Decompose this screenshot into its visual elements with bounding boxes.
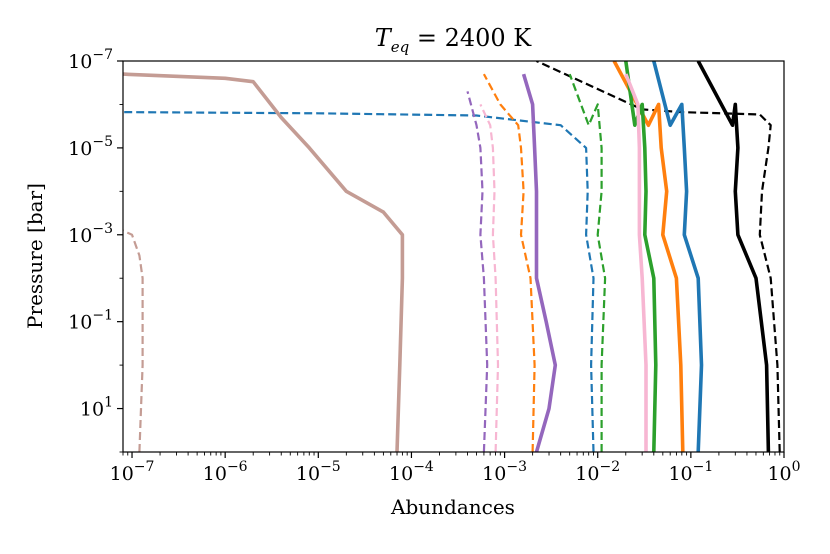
series-line-2	[652, 61, 704, 452]
y-tick-label-4: 101	[80, 395, 113, 421]
chart-title: Teq = 2400 K	[375, 24, 533, 56]
series-line-7	[568, 73, 607, 452]
y-axis: 10−7 10−5 10−3 10−1 101	[68, 47, 123, 453]
x-tick-label-1: 10−6	[203, 459, 248, 485]
y-tick-label-1: 10−5	[68, 134, 113, 160]
y-tick-label-3: 10−1	[68, 308, 113, 334]
y-tick-label-2: 10−3	[68, 221, 113, 247]
series-line-4	[612, 61, 685, 452]
series-line-1	[536, 61, 781, 452]
series-line-10	[624, 73, 648, 452]
x-tick-label-7: 100	[767, 459, 800, 485]
x-tick-label-6: 10−1	[668, 459, 713, 485]
series-line-9	[466, 91, 489, 452]
x-axis-label: Abundances	[390, 495, 515, 519]
series-line-5	[482, 73, 536, 452]
series-line-11	[479, 103, 500, 452]
series-line-0	[696, 61, 771, 452]
series-line-12	[123, 72, 405, 452]
x-tick-label-5: 10−2	[575, 459, 620, 485]
x-tick-label-3: 10−4	[389, 459, 434, 485]
y-tick-label-0: 10−7	[68, 47, 113, 73]
x-axis: 10−7 10−6 10−5 10−4 10−3 10−2 10−1 100	[110, 452, 801, 485]
x-tick-label-0: 10−7	[110, 459, 155, 485]
plot-frame	[122, 60, 785, 453]
x-tick-label-2: 10−5	[296, 459, 341, 485]
x-tick-label-4: 10−3	[482, 459, 527, 485]
series-layer	[123, 61, 781, 452]
y-axis-label: Pressure [bar]	[23, 183, 47, 329]
series-line-3	[123, 111, 595, 452]
series-line-8	[521, 73, 558, 452]
series-line-13	[123, 229, 144, 452]
